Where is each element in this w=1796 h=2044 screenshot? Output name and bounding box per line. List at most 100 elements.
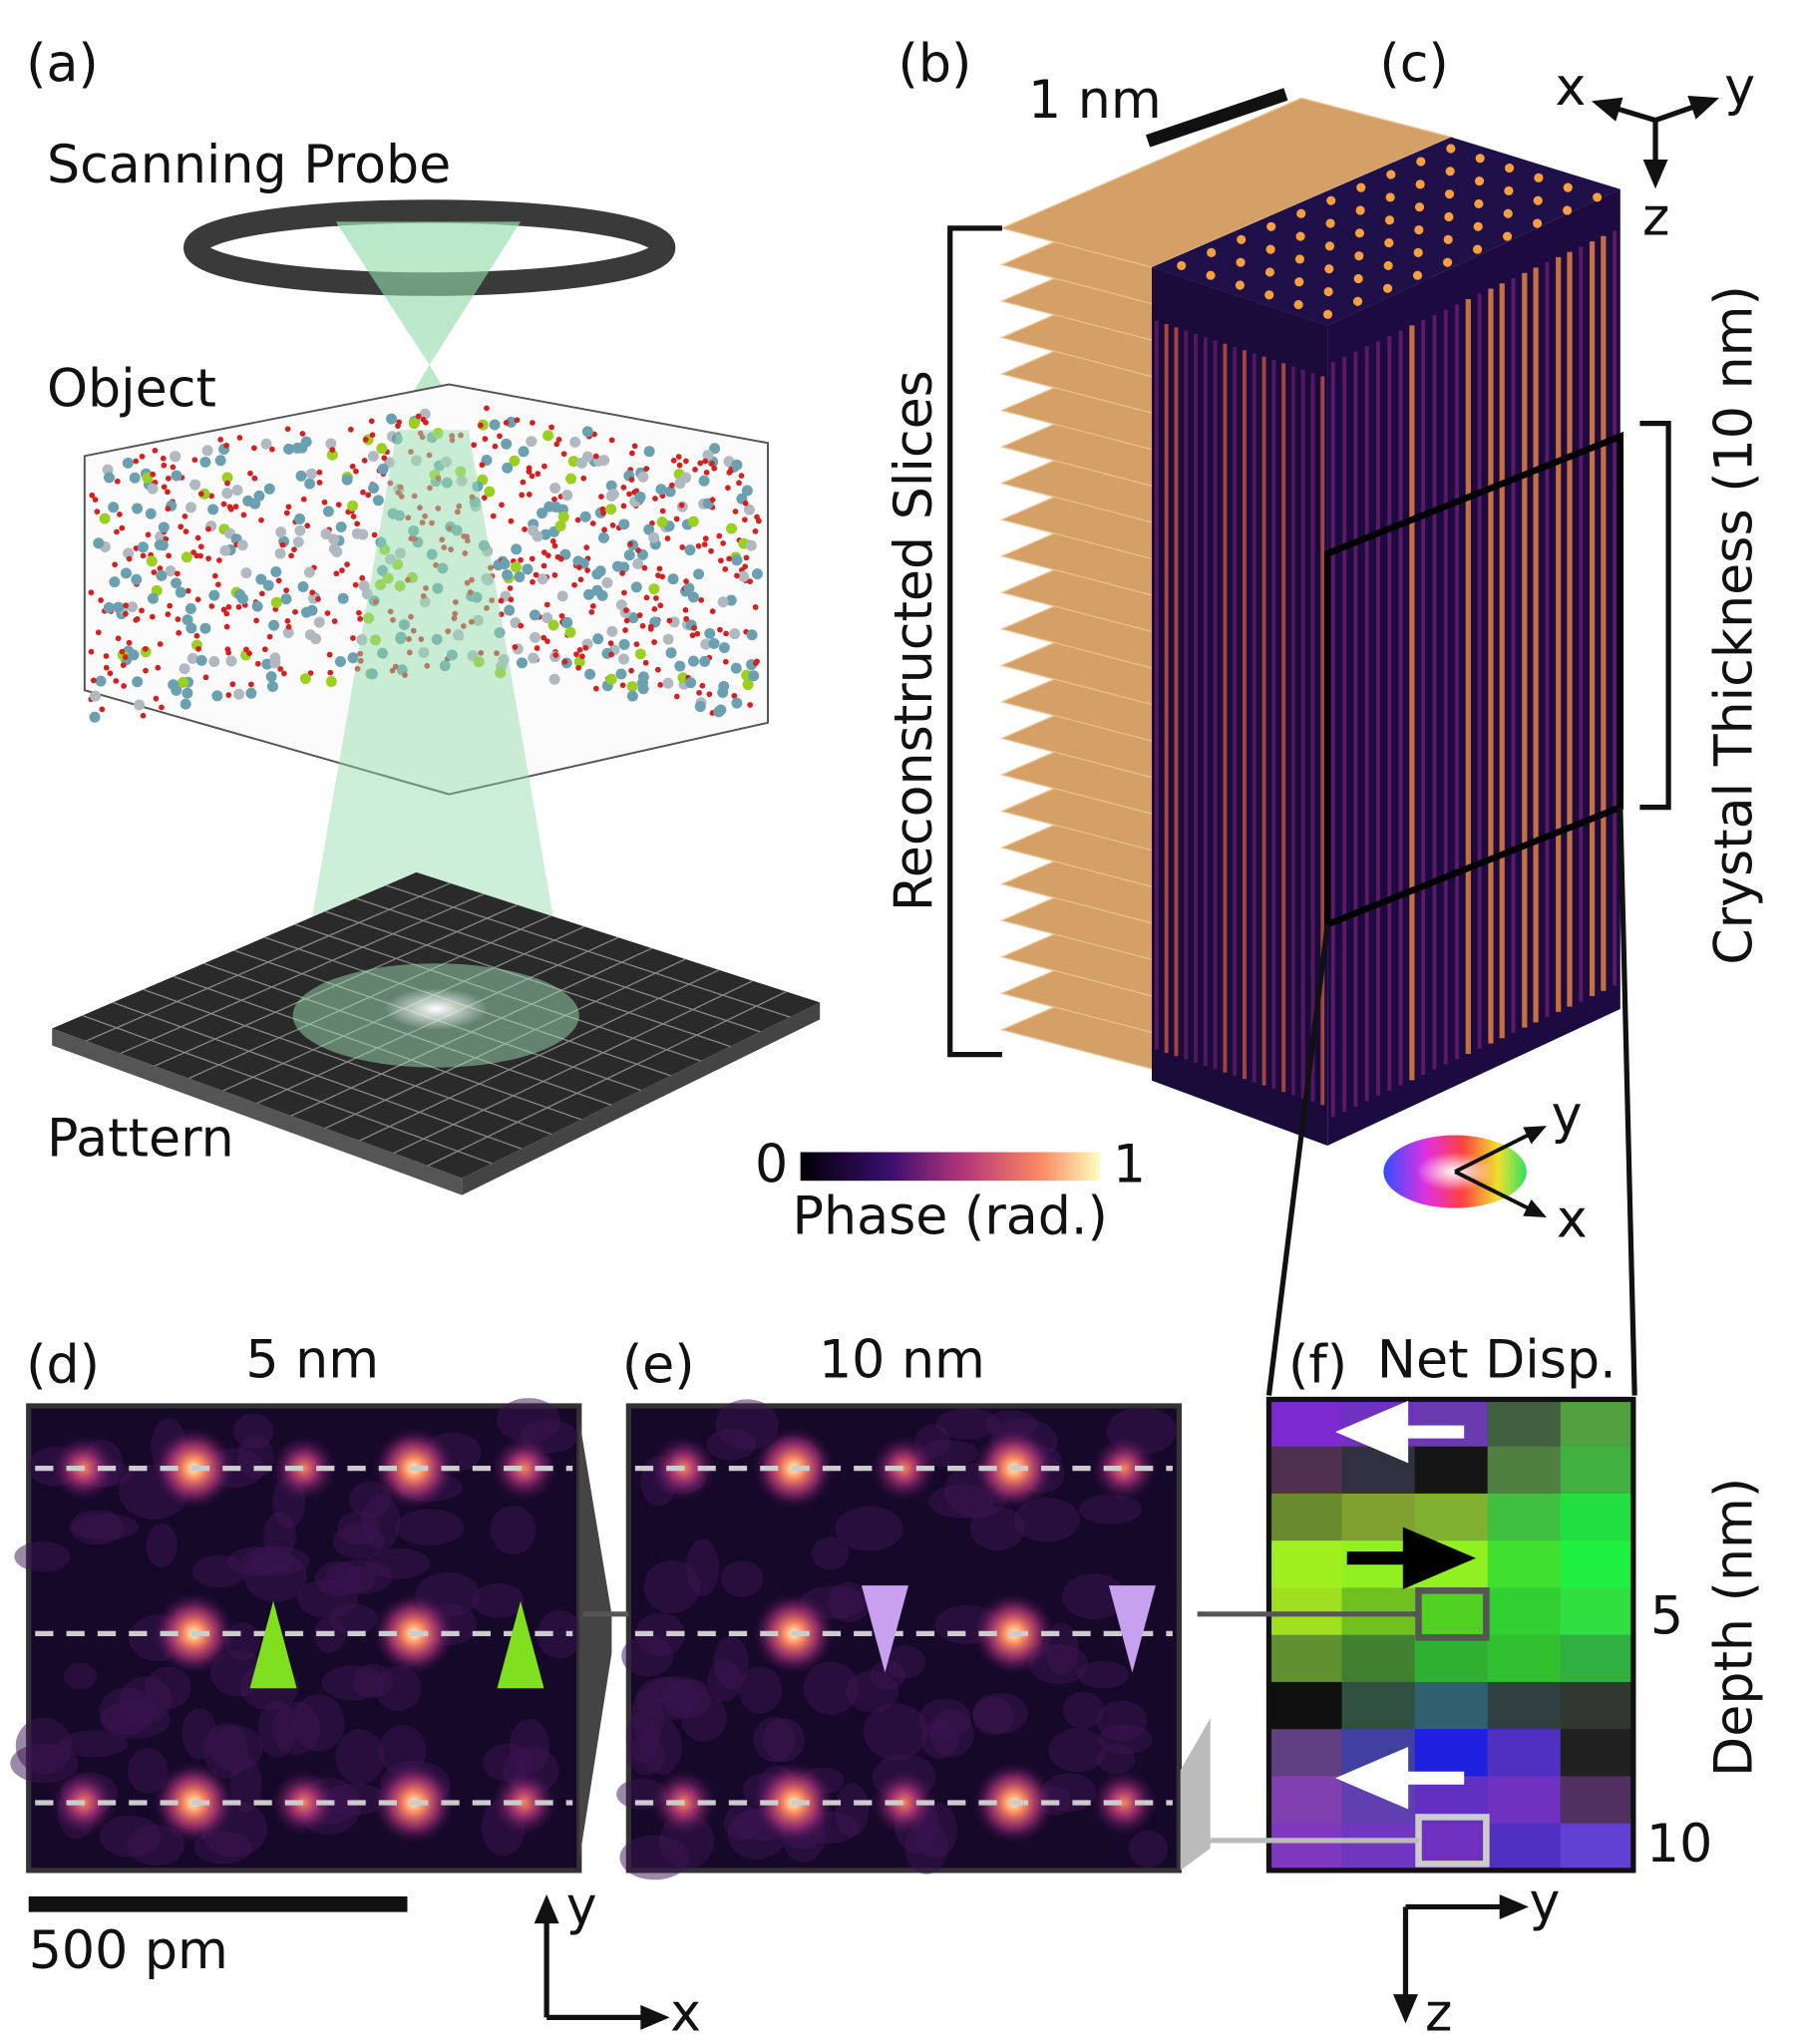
atom — [691, 624, 697, 631]
atom — [551, 542, 558, 549]
atom — [664, 535, 671, 541]
atom — [131, 573, 143, 585]
atom — [305, 468, 317, 480]
detector-edge — [52, 1028, 463, 1195]
top-atom — [1294, 254, 1305, 264]
noise — [835, 1506, 903, 1551]
atom — [166, 476, 172, 482]
atom — [608, 651, 614, 658]
displacement-cell — [1487, 1446, 1562, 1495]
atom — [489, 419, 501, 431]
atom — [191, 457, 198, 464]
colorbar — [800, 1152, 1100, 1182]
atom — [540, 562, 547, 569]
atom — [217, 436, 224, 443]
atom — [666, 617, 673, 624]
atom — [581, 426, 593, 438]
atom — [540, 549, 547, 556]
atom — [197, 543, 204, 550]
atom — [344, 561, 350, 568]
atom — [535, 471, 541, 478]
atom — [126, 639, 133, 646]
noise — [63, 1662, 98, 1690]
atom — [484, 486, 496, 498]
atom — [254, 660, 261, 667]
atom — [145, 531, 152, 538]
atom — [482, 436, 489, 442]
atom — [643, 594, 650, 601]
atom-column — [1090, 1434, 1159, 1503]
atom — [328, 542, 340, 554]
displacement-cell — [1487, 1493, 1562, 1541]
bracket — [1639, 421, 1671, 811]
noise — [619, 1835, 690, 1880]
atom — [184, 502, 196, 513]
atom — [227, 506, 234, 512]
colorbar-min: 0 — [755, 1136, 788, 1195]
atom — [281, 670, 287, 677]
atom — [329, 447, 336, 454]
noise — [661, 1679, 712, 1719]
atom — [702, 458, 709, 465]
atom — [704, 627, 716, 639]
atom — [316, 480, 323, 486]
atom — [155, 664, 162, 671]
atom — [522, 526, 528, 532]
atom — [754, 658, 760, 665]
atom — [268, 619, 280, 631]
top-atom — [1533, 218, 1543, 228]
atom — [754, 513, 760, 520]
atom — [720, 539, 726, 546]
atom — [146, 555, 158, 567]
noise — [375, 1666, 422, 1711]
atom — [158, 521, 170, 533]
atom — [119, 648, 126, 655]
atom — [335, 521, 347, 533]
axis-arrow — [1454, 1170, 1540, 1215]
atom — [181, 687, 193, 699]
atom — [555, 436, 562, 443]
atom — [497, 433, 503, 440]
atom — [145, 508, 157, 519]
exit-beam — [292, 430, 573, 1029]
atom — [357, 528, 369, 540]
displacement-cell — [1560, 1729, 1634, 1778]
atom — [265, 671, 277, 683]
top-atom — [1236, 257, 1246, 267]
atom — [738, 473, 745, 480]
atom — [260, 438, 272, 450]
atom — [181, 512, 188, 519]
noise — [927, 1484, 995, 1519]
atom — [540, 634, 546, 641]
displacement-cell — [1268, 1776, 1343, 1825]
atom — [557, 555, 564, 562]
atom — [597, 531, 609, 543]
atom — [90, 677, 97, 684]
image-title: 5 nm — [245, 1330, 379, 1390]
noise — [1128, 1830, 1169, 1869]
top-atom — [1207, 247, 1217, 257]
atom — [376, 443, 388, 455]
atom — [629, 450, 635, 457]
atom — [551, 571, 558, 578]
noise — [1061, 1573, 1127, 1620]
atom — [123, 610, 129, 617]
atom — [698, 597, 705, 603]
atom — [560, 451, 567, 458]
atom — [703, 469, 710, 476]
atom — [419, 408, 431, 420]
atom — [275, 577, 282, 584]
atom — [516, 657, 528, 669]
displacement-cell — [1268, 1493, 1343, 1541]
noise — [314, 1560, 363, 1597]
top-atom — [1352, 296, 1363, 306]
atom — [622, 607, 629, 613]
detector-grid — [385, 884, 791, 1018]
atom — [651, 606, 658, 612]
atom — [548, 673, 560, 685]
atom — [709, 460, 715, 467]
noise — [1077, 1660, 1129, 1689]
atom — [202, 674, 209, 681]
atom — [717, 596, 729, 608]
atom — [709, 443, 721, 455]
